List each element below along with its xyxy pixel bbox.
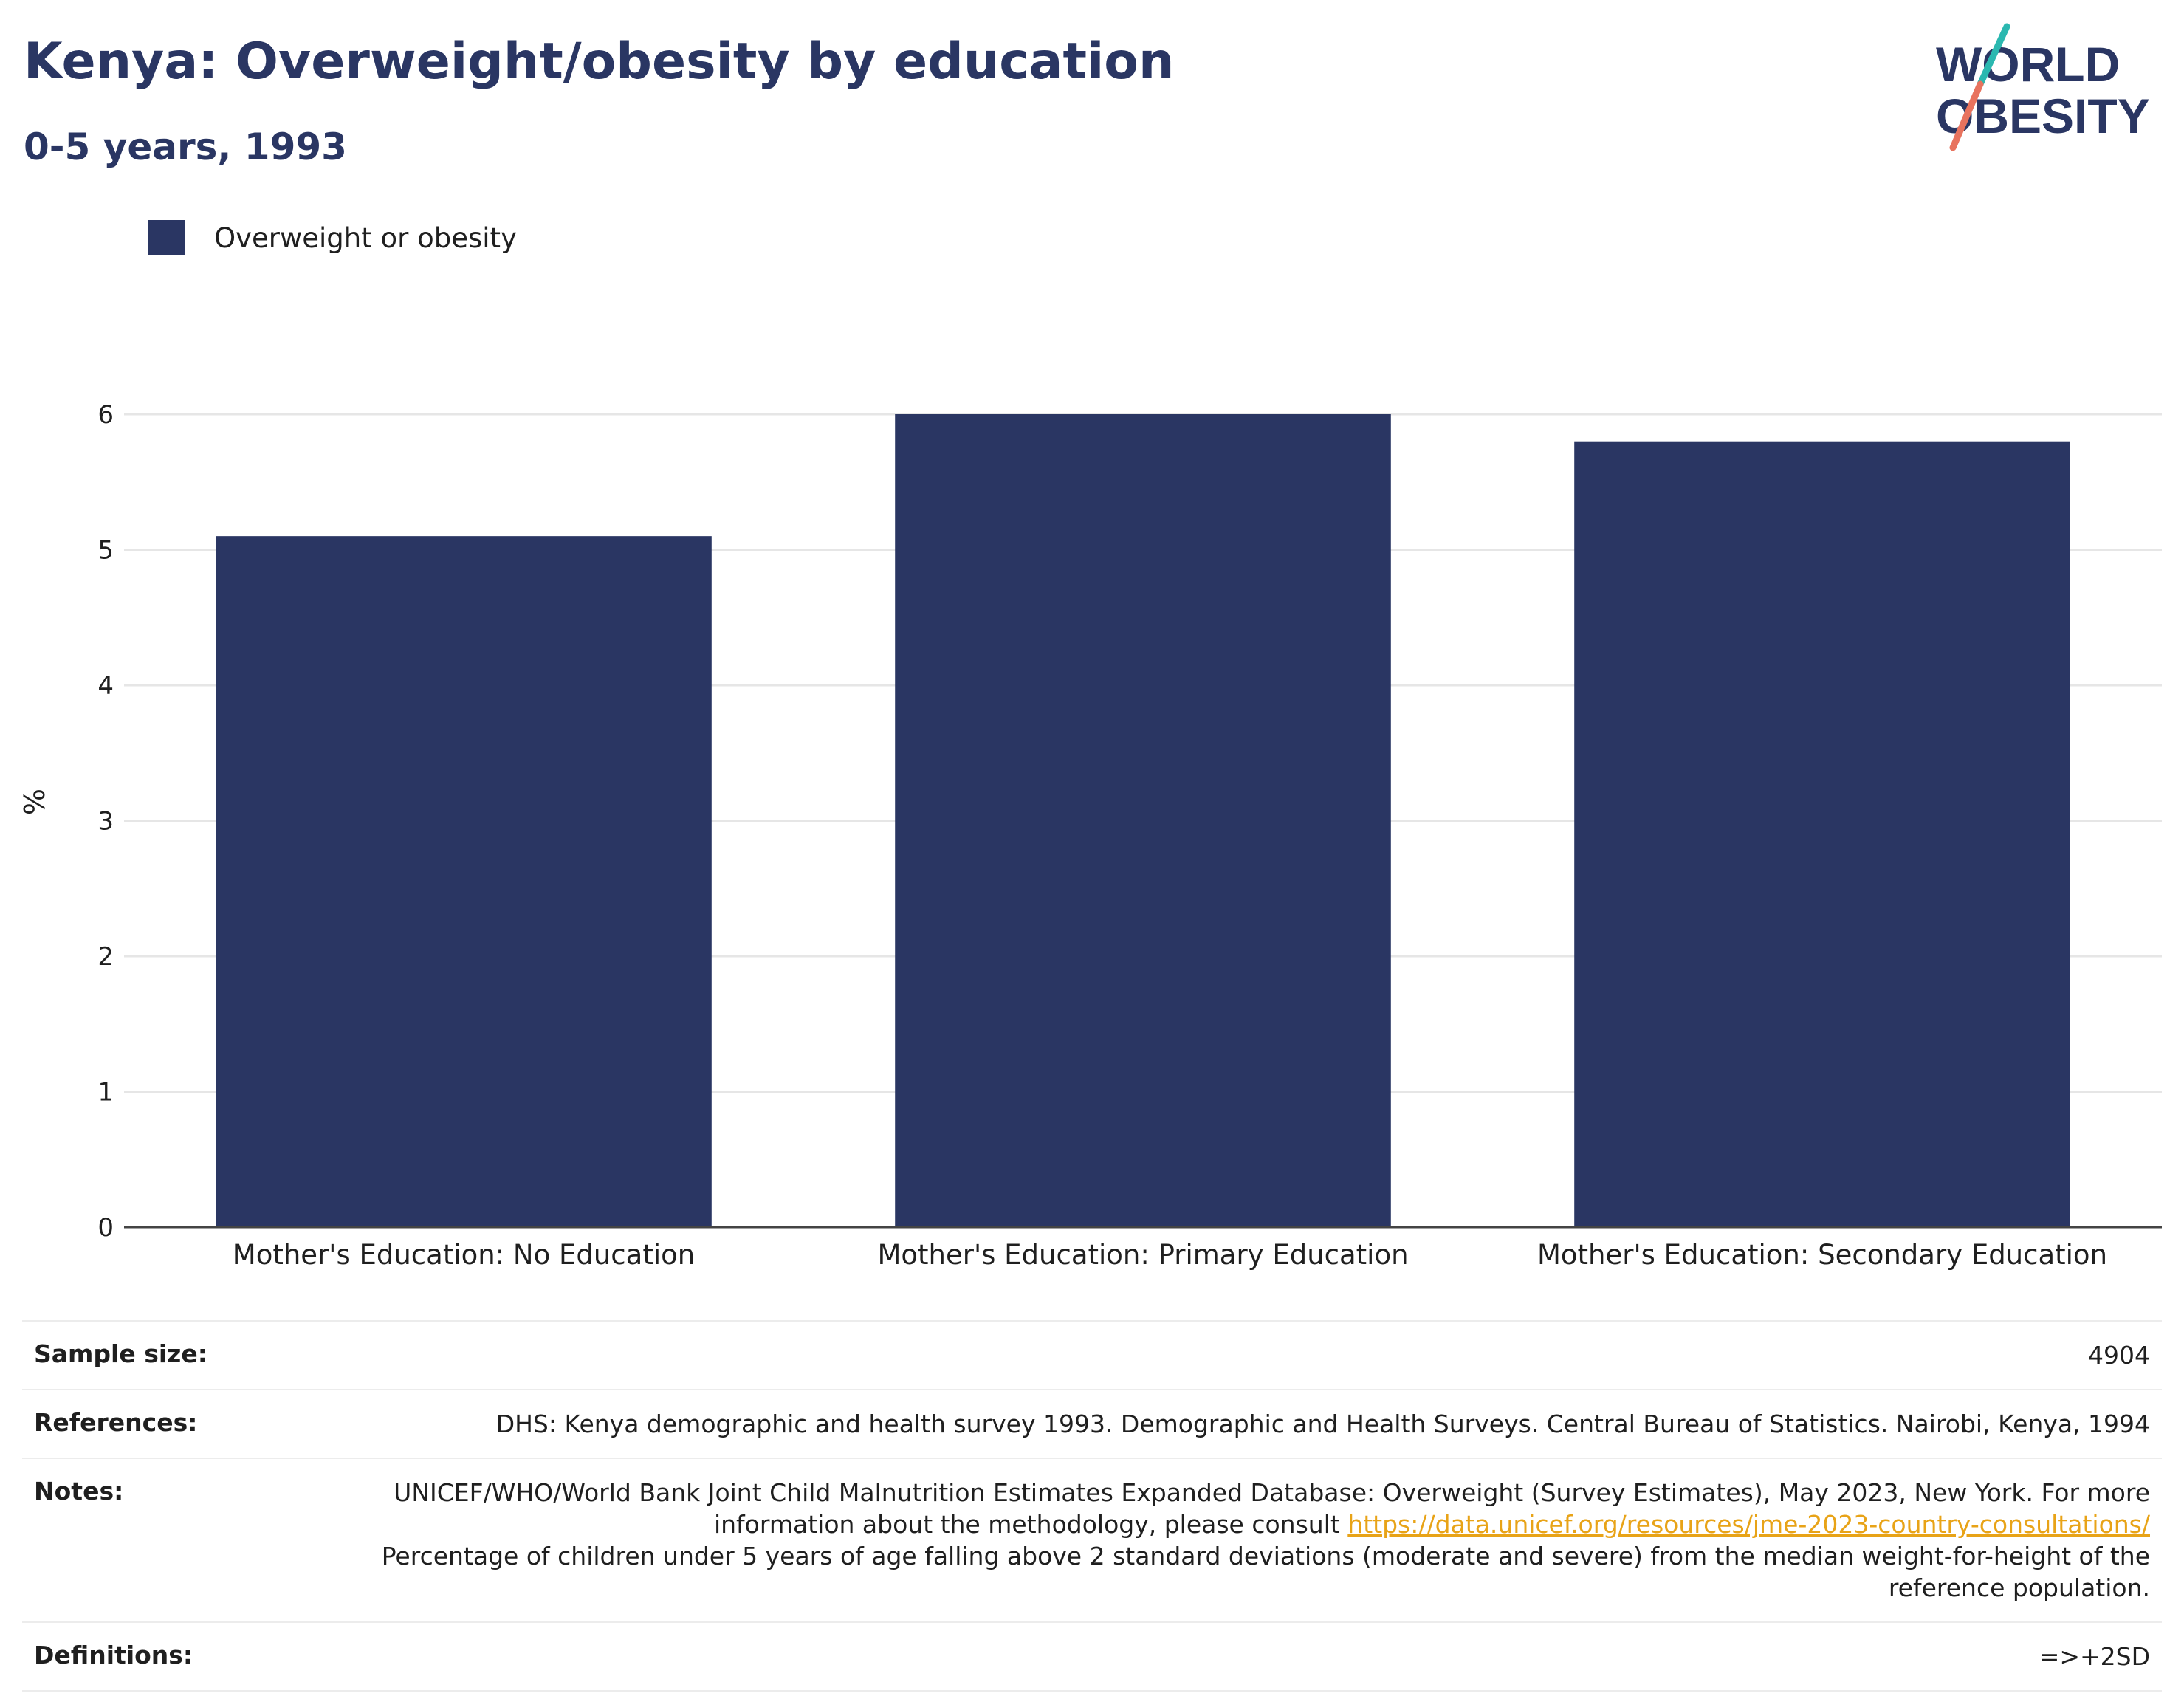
definitions-label: Definitions:	[34, 1641, 193, 1669]
definitions-row: Definitions: =>+2SD	[22, 1622, 2162, 1691]
y-tick-label: 6	[97, 400, 114, 430]
sample-size-label: Sample size:	[34, 1339, 207, 1368]
legend-swatch	[148, 220, 185, 255]
notes-row: Notes: UNICEF/WHO/World Bank Joint Child…	[22, 1458, 2162, 1622]
x-tick-label: Mother's Education: Primary Education	[877, 1239, 1408, 1271]
bar-chart: 0 1 2 3 4 5 6 Mother's Education: No Education…	[18, 400, 2162, 1271]
references-row: References: DHS: Kenya demographic and h…	[22, 1390, 2162, 1458]
x-tick-label: Mother's Education: Secondary Education	[1537, 1239, 2107, 1271]
notes-label: Notes:	[34, 1477, 124, 1506]
y-tick-label: 4	[97, 671, 114, 701]
bar	[1574, 441, 2070, 1228]
sample-size-row: Sample size: 4904	[22, 1321, 2162, 1390]
chart-title: Kenya: Overweight/obesity by education	[24, 32, 1175, 91]
references-label: References:	[34, 1408, 198, 1437]
legend[interactable]: Overweight or obesity	[148, 220, 517, 255]
y-tick-label: 0	[97, 1213, 114, 1243]
world-obesity-logo: WORLD OBESITY	[1936, 23, 2150, 151]
notes-value: UNICEF/WHO/World Bank Joint Child Malnut…	[300, 1458, 2162, 1622]
y-axis-title: %	[18, 789, 51, 815]
definitions-value: =>+2SD	[2039, 1642, 2150, 1671]
y-tick-label: 1	[97, 1078, 114, 1108]
notes-definition-text: Percentage of children under 5 years of …	[381, 1542, 2150, 1602]
bars	[216, 414, 2070, 1228]
chart-subtitle: 0-5 years, 1993	[24, 126, 347, 168]
info-table: Sample size: 4904 References: DHS: Kenya…	[22, 1320, 2162, 1692]
notes-text: UNICEF/WHO/World Bank Joint Child Malnut…	[394, 1478, 2150, 1539]
x-tick-label: Mother's Education: No Education	[233, 1239, 695, 1271]
bar	[895, 414, 1391, 1227]
logo-line-1: WORLD	[1936, 37, 2120, 92]
sample-size-value: 4904	[2088, 1341, 2150, 1370]
legend-label: Overweight or obesity	[214, 222, 517, 254]
y-tick-label: 5	[97, 536, 114, 566]
bar	[216, 536, 712, 1227]
y-tick-label: 3	[97, 807, 114, 837]
references-value: DHS: Kenya demographic and health survey…	[495, 1410, 2150, 1438]
x-axis-labels: Mother's Education: No Education Mother's…	[233, 1239, 2107, 1271]
y-tick-label: 2	[97, 942, 114, 972]
methodology-link[interactable]: https://data.unicef.org/resources/jme-20…	[1347, 1510, 2150, 1539]
y-axis-ticks: 0 1 2 3 4 5 6	[97, 400, 114, 1243]
